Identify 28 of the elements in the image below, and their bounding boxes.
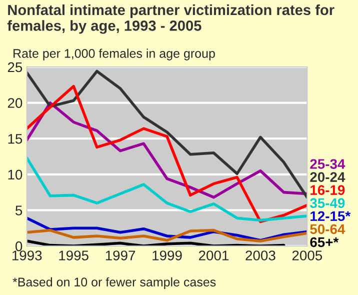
y-tick-label: 20 (8, 98, 22, 108)
y-tick-label: 25 (8, 62, 22, 72)
line-series (26, 101, 308, 199)
series-label: 25-34 (310, 159, 346, 169)
x-tick-label: 1999 (152, 250, 182, 260)
chart-subtitle: Rate per 1,000 females in age group (14, 48, 215, 60)
y-tick-label: 5 (16, 206, 22, 216)
x-tick-label: 1995 (59, 250, 88, 260)
x-tick-label: 2001 (198, 250, 228, 260)
chart-title: Nonfatal intimate partner victimization rates for females, by age, 1993 - 2005 (7, 4, 334, 34)
series-label: 12-15* (310, 211, 351, 222)
series-label: 50-64 (310, 224, 346, 234)
x-tick-label: 1997 (106, 250, 136, 260)
y-tick-label: 10 (8, 170, 22, 180)
series-label: 35-49 (310, 198, 345, 208)
x-tick-label: 2005 (292, 250, 322, 260)
line-series (26, 228, 308, 242)
line-series (26, 70, 308, 199)
line-series (26, 156, 308, 222)
y-tick-label: 0 (16, 241, 22, 252)
text: *Based on 10 or fewer sample cases (12, 277, 216, 289)
series-label: 16-19 (310, 185, 345, 195)
series-label: 20-24 (310, 172, 346, 182)
x-tick-label: 2003 (246, 250, 276, 260)
series-label: 65+* (310, 237, 339, 248)
x-tick-label: 1993 (12, 250, 42, 260)
y-tick-label: 15 (8, 134, 22, 144)
line-series (26, 84, 308, 224)
